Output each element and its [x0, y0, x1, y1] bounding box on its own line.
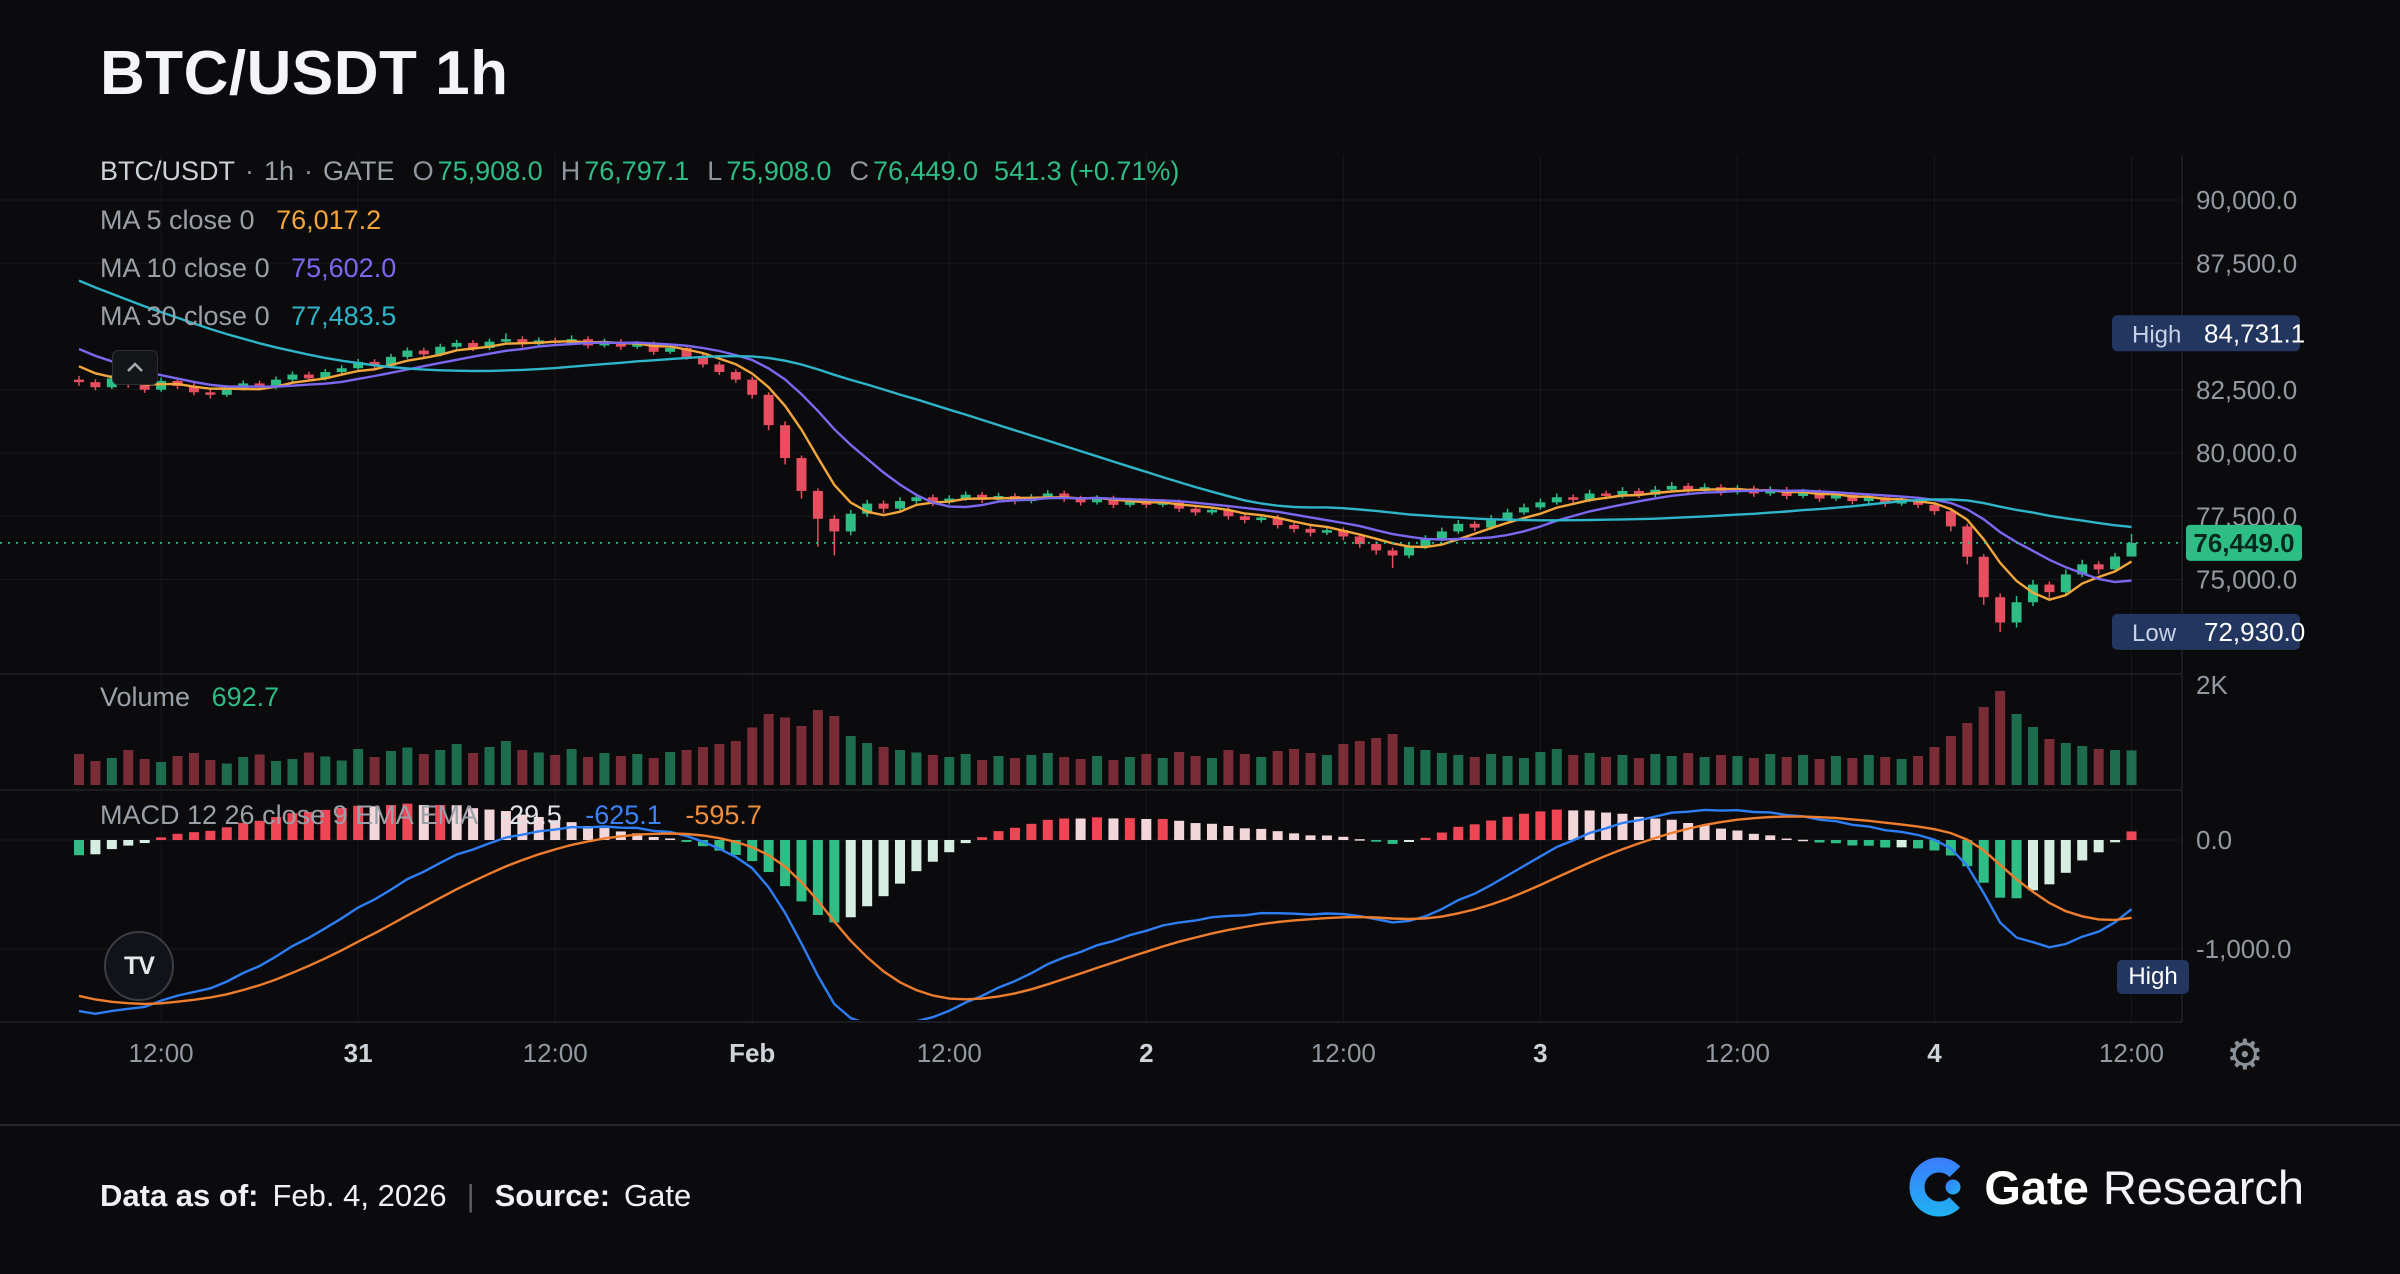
svg-text:12:00: 12:00	[523, 1038, 588, 1068]
footer-divider	[0, 1124, 2400, 1126]
low-label: L	[707, 156, 723, 186]
svg-text:80,000.0: 80,000.0	[2196, 438, 2297, 468]
brand-name: Gate	[1984, 1160, 2089, 1214]
svg-text:Feb: Feb	[729, 1038, 775, 1068]
open-label: O	[412, 156, 434, 186]
ma5-legend: MA 5 close 0 76,017.2	[100, 205, 381, 236]
page-title: BTC/USDT 1h	[100, 39, 509, 108]
svg-text:90,000.0: 90,000.0	[2196, 185, 2297, 215]
ma5-label: MA 5 close 0	[100, 205, 255, 235]
svg-text:-1,000.0: -1,000.0	[2196, 934, 2291, 964]
footer: Data as of: Feb. 4, 2026 | Source: Gate	[100, 1178, 691, 1214]
svg-text:2K: 2K	[2196, 670, 2228, 700]
high-value: 76,797.1	[584, 156, 690, 186]
legend-interval: 1h	[264, 156, 295, 186]
svg-text:75,000.0: 75,000.0	[2196, 565, 2297, 595]
chevron-up-icon	[127, 362, 143, 372]
gridlines	[0, 155, 2183, 1023]
legend-separator: ·	[245, 156, 254, 186]
low-value: 75,908.0	[726, 156, 832, 186]
volume-legend: Volume 692.7	[100, 682, 279, 713]
footer-separator: |	[466, 1178, 475, 1213]
svg-text:12:00: 12:00	[2099, 1038, 2164, 1068]
brand: Gate Research	[1908, 1156, 2304, 1218]
ma10-legend: MA 10 close 0 75,602.0	[100, 253, 396, 284]
data-as-of-value: Feb. 4, 2026	[272, 1178, 447, 1213]
ma10-value: 75,602.0	[291, 253, 397, 283]
macd-high-badge: High	[2117, 960, 2189, 994]
brand-suffix: Research	[2102, 1160, 2304, 1214]
current-price-badge: 76,449.0	[2186, 524, 2302, 561]
svg-text:0.0: 0.0	[2196, 825, 2232, 855]
volume-value: 692.7	[211, 682, 280, 712]
svg-text:High: High	[2132, 321, 2181, 348]
close-value: 76,449.0	[872, 156, 979, 186]
ma30-value: 77,483.5	[291, 301, 397, 331]
legend-exchange: GATE	[323, 156, 395, 186]
macd-signal-value: -595.7	[685, 800, 762, 830]
chart-svg[interactable]: 90,000.087,500.082,500.080,000.077,500.0…	[0, 140, 2400, 1090]
svg-text:3: 3	[1533, 1038, 1547, 1068]
svg-text:31: 31	[344, 1038, 373, 1068]
legend-separator: ·	[304, 156, 314, 186]
legend-collapse-button[interactable]	[112, 350, 158, 385]
ma5-value: 76,017.2	[276, 205, 382, 235]
axis-labels: 90,000.087,500.082,500.080,000.077,500.0…	[129, 185, 2298, 1068]
svg-text:High: High	[2128, 963, 2177, 990]
svg-text:72,930.0: 72,930.0	[2204, 617, 2305, 647]
candles	[74, 333, 2137, 632]
macd-label: MACD 12 26 close 9 EMA EMA	[100, 800, 477, 830]
svg-text:82,500.0: 82,500.0	[2196, 375, 2297, 405]
open-value: 75,908.0	[437, 156, 543, 186]
ma10-label: MA 10 close 0	[100, 253, 270, 283]
svg-text:76,449.0: 76,449.0	[2193, 528, 2294, 558]
svg-text:12:00: 12:00	[917, 1038, 982, 1068]
gate-logo	[1909, 1157, 1969, 1217]
svg-text:2: 2	[1139, 1038, 1153, 1068]
chart-legend: BTC/USDT · 1h · GATE O 75,908.0 H 76,797…	[100, 156, 1179, 187]
svg-text:12:00: 12:00	[1705, 1038, 1770, 1068]
volume-bars	[74, 691, 2137, 785]
data-as-of-label: Data as of:	[100, 1178, 259, 1213]
close-label: C	[849, 156, 869, 186]
svg-text:4: 4	[1927, 1038, 1942, 1068]
volume-label: Volume	[100, 682, 191, 712]
svg-text:87,500.0: 87,500.0	[2196, 248, 2297, 278]
macd-line-value: -625.1	[585, 800, 662, 830]
source-value: Gate	[624, 1178, 692, 1213]
change-value: 541.3 (+0.71%)	[994, 156, 1180, 186]
macd-hist-value: -29.5	[500, 800, 562, 830]
tradingview-logo[interactable]: TV	[104, 931, 174, 1001]
svg-text:84,731.1: 84,731.1	[2204, 318, 2305, 348]
marker-badge: High 84,731.1	[2112, 315, 2305, 352]
svg-text:12:00: 12:00	[129, 1038, 194, 1068]
ma30-legend: MA 30 close 0 77,483.5	[100, 301, 396, 332]
macd-legend: MACD 12 26 close 9 EMA EMA -29.5 -625.1 …	[100, 800, 762, 831]
svg-text:Low: Low	[2132, 620, 2177, 647]
legend-symbol: BTC/USDT	[100, 156, 235, 186]
marker-badge: Low 72,930.0	[2112, 613, 2305, 650]
svg-text:12:00: 12:00	[1311, 1038, 1376, 1068]
settings-gear-icon[interactable]: ⚙	[2226, 1031, 2264, 1078]
ma30-label: MA 30 close 0	[100, 301, 270, 331]
high-label: H	[560, 156, 581, 186]
source-label: Source:	[494, 1178, 611, 1213]
